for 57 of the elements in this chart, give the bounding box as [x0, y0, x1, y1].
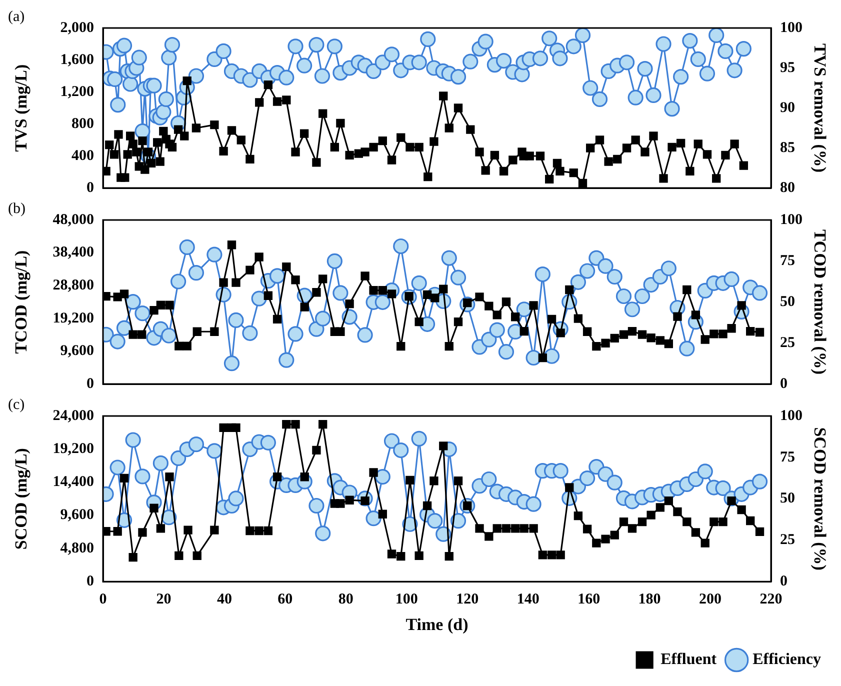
y-tick-label: 400	[72, 148, 94, 164]
y2-tick-label: 0	[780, 573, 788, 590]
legend-label: Efficiency	[752, 651, 821, 668]
y-tick-label: 0	[86, 376, 94, 392]
y-tick-label: 19,200	[52, 440, 94, 457]
y-tick-label: 38,400	[52, 244, 94, 261]
y-tick-label: 0	[86, 573, 94, 590]
x-tick-label: 180	[638, 591, 661, 608]
y-tick-label: 2,000	[60, 20, 94, 36]
y-tick-label: 48,000	[52, 212, 94, 228]
x-tick-label: 0	[99, 591, 107, 608]
y2-tick-label: 100	[780, 408, 802, 424]
x-tick-label: 80	[338, 591, 354, 608]
y-tick-label: 1,200	[60, 84, 94, 100]
x-axis-title: Time (d)	[406, 615, 468, 634]
y-axis-title: SCOD (mg/L)	[12, 448, 31, 550]
y2-tick-label: 80	[780, 180, 795, 196]
y2-tick-label: 0	[780, 376, 788, 392]
y-axis-title: TVS (mg/L)	[12, 64, 31, 152]
x-tick-label: 20	[156, 591, 172, 608]
y-tick-label: 800	[72, 116, 94, 132]
y-tick-label: 24,000	[52, 408, 94, 424]
x-tick-label: 60	[278, 591, 293, 608]
y-tick-label: 9,600	[60, 507, 94, 524]
x-tick-label: 220	[760, 591, 782, 608]
y-tick-label: 28,800	[52, 277, 94, 294]
x-tick-label: 120	[456, 591, 479, 608]
chart-title: (b)	[8, 200, 26, 217]
x-tick-label: 100	[395, 591, 418, 608]
legend-label: Effluent	[660, 651, 718, 668]
x-tick-label: 200	[699, 591, 722, 608]
y2-tick-label: 25	[780, 532, 795, 548]
y2-tick-label: 25	[780, 334, 795, 351]
y2-axis-title: TCOD removal (%)	[810, 229, 830, 375]
y2-tick-label: 90	[780, 100, 795, 116]
y-tick-label: 14,400	[52, 474, 94, 490]
y2-tick-label: 75	[780, 252, 795, 269]
y-tick-label: 4,800	[60, 540, 94, 556]
chart-title: (c)	[8, 396, 25, 413]
y2-tick-label: 100	[780, 212, 802, 228]
y-tick-label: 0	[86, 180, 94, 196]
y-axis-title: TCOD (mg/L)	[12, 250, 31, 354]
y2-tick-label: 50	[780, 294, 795, 310]
x-tick-label: 40	[216, 591, 232, 608]
y2-tick-label: 100	[780, 20, 802, 36]
y2-tick-label: 50	[780, 490, 795, 507]
y2-axis-title: TVS removal (%)	[810, 43, 830, 173]
x-tick-label: 140	[516, 591, 540, 608]
chart-title: (a)	[8, 8, 25, 25]
y-tick-label: 1,600	[60, 52, 94, 68]
y-tick-label: 19,200	[52, 310, 94, 326]
y2-tick-label: 95	[780, 60, 795, 76]
y-tick-label: 9,600	[60, 343, 94, 360]
y2-tick-label: 75	[780, 449, 795, 466]
x-tick-label: 160	[578, 591, 600, 608]
y2-tick-label: 85	[780, 140, 795, 156]
y2-axis-title: SCOD removal (%)	[810, 427, 830, 570]
